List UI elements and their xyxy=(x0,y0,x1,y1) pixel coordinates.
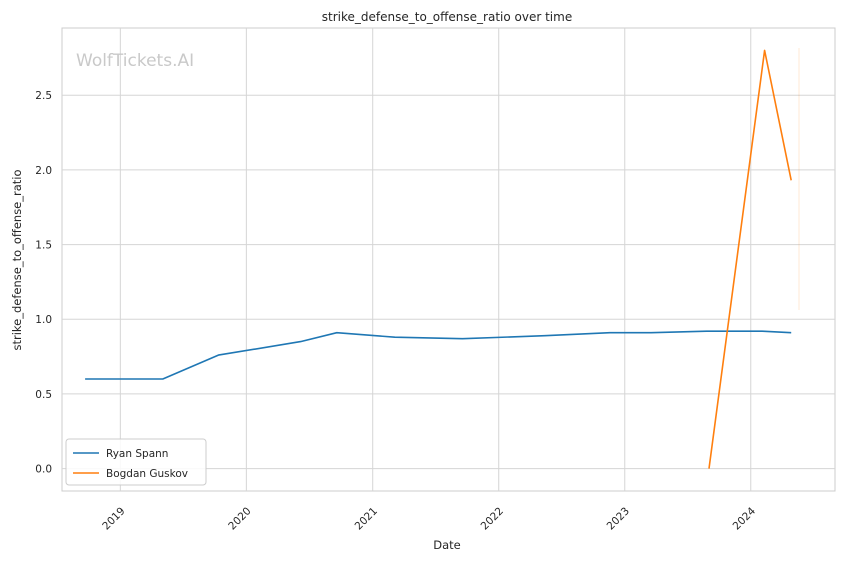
x-tick-label: 2021 xyxy=(353,505,380,532)
x-tick-label: 2024 xyxy=(731,505,759,533)
legend: Ryan Spann Bogdan Guskov xyxy=(65,438,207,486)
watermark: WolfTickets.AI xyxy=(76,51,194,71)
y-tick-label: 0.0 xyxy=(35,464,52,476)
legend-label-bogdan-guskov: Bogdan Guskov xyxy=(106,468,188,480)
y-tick-label: 2.5 xyxy=(35,90,52,102)
y-tick-label: 0.5 xyxy=(35,389,52,401)
series-line-ryan-spann xyxy=(85,330,792,380)
x-tick-label: 2019 xyxy=(100,505,127,532)
y-tick-label: 1.0 xyxy=(35,314,52,326)
legend-label-ryan-spann: Ryan Spann xyxy=(106,448,168,460)
y-axis-label: strike_defense_to_offense_ratio xyxy=(10,169,24,350)
x-axis-label: Date xyxy=(433,538,461,552)
x-tick-label: 2023 xyxy=(605,505,632,532)
x-tick-label: 2020 xyxy=(226,505,253,532)
series-group xyxy=(85,49,792,469)
y-tick-label: 1.5 xyxy=(35,240,52,252)
chart-title: strike_defense_to_offense_ratio over tim… xyxy=(322,10,572,24)
grid xyxy=(62,28,835,491)
y-tick-label: 2.0 xyxy=(35,165,52,177)
x-tick-label: 2022 xyxy=(479,505,506,532)
series-line-bogdan-guskov xyxy=(708,49,792,469)
plot-area xyxy=(61,27,836,492)
legend-box xyxy=(65,438,207,486)
